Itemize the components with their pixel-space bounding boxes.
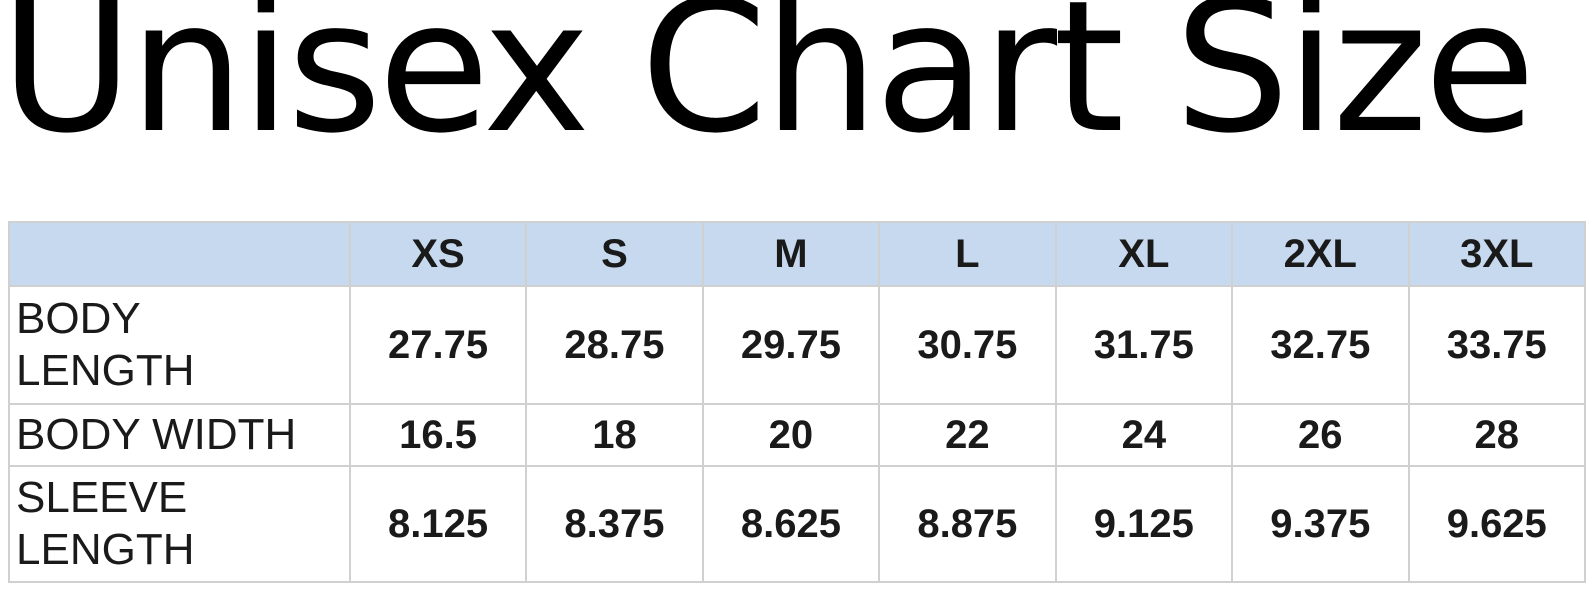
table-cell: 32.75: [1231, 285, 1410, 405]
table-cell: 31.75: [1054, 285, 1234, 405]
column-header-s: S: [525, 221, 704, 287]
table-row-body-length: BODY LENGTH 27.75 28.75 29.75 30.75 31.7…: [8, 285, 1587, 405]
table-cell: 9.625: [1407, 465, 1587, 583]
table-cell: 26: [1231, 403, 1410, 467]
column-header-xs: XS: [348, 221, 528, 287]
table-cell: 27.75: [348, 285, 528, 405]
table-cell: 9.375: [1231, 465, 1410, 583]
page-title: Unisex Chart Size: [0, 0, 1536, 173]
table-cell: 8.875: [878, 465, 1057, 583]
table-row-body-width: BODY WIDTH 16.5 18 20 22 24 26 28: [8, 403, 1587, 467]
column-header-2xl: 2XL: [1231, 221, 1410, 287]
table-cell: 24: [1054, 403, 1234, 467]
table-cell: 28: [1407, 403, 1587, 467]
column-header-l: L: [878, 221, 1057, 287]
table-row-sleeve-length: SLEEVE LENGTH 8.125 8.375 8.625 8.875 9.…: [8, 465, 1587, 583]
row-label-body-length: BODY LENGTH: [8, 285, 351, 405]
table-cell: 30.75: [878, 285, 1057, 405]
table-cell: 16.5: [348, 403, 528, 467]
table-cell: 9.125: [1054, 465, 1234, 583]
table-cell: 33.75: [1407, 285, 1587, 405]
table-cell: 20: [701, 403, 881, 467]
table-cell: 29.75: [701, 285, 881, 405]
column-header-xl: XL: [1054, 221, 1234, 287]
column-header-3xl: 3XL: [1407, 221, 1587, 287]
row-label-sleeve-length: SLEEVE LENGTH: [8, 465, 351, 583]
table-cell: 8.375: [525, 465, 704, 583]
row-label-body-width: BODY WIDTH: [8, 403, 351, 467]
column-header-m: M: [701, 221, 881, 287]
table-cell: 22: [878, 403, 1057, 467]
table-cell: 18: [525, 403, 704, 467]
size-chart-table: XS S M L XL 2XL 3XL BODY LENGTH 27.75 28…: [8, 221, 1587, 583]
table-cell: 8.125: [348, 465, 528, 583]
header-row: XS S M L XL 2XL 3XL: [8, 221, 1587, 287]
corner-header-cell: [8, 221, 351, 287]
table-cell: 8.625: [701, 465, 881, 583]
table-cell: 28.75: [525, 285, 704, 405]
